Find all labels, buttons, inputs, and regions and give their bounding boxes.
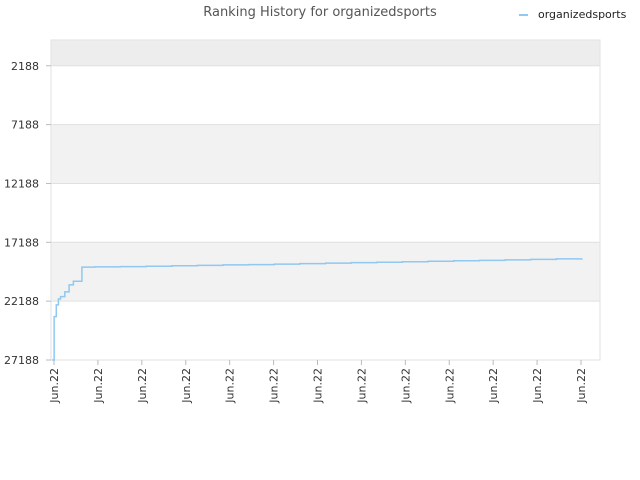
y-tick-label: 7188 bbox=[11, 119, 39, 132]
y-tick-label: 12188 bbox=[4, 177, 39, 190]
plot-band bbox=[51, 65, 600, 125]
plot-band bbox=[51, 242, 600, 302]
x-tick-label: Jun.22 bbox=[355, 368, 368, 404]
x-tick-label: Jun.22 bbox=[487, 368, 500, 404]
legend: organizedsports bbox=[519, 8, 626, 21]
y-tick-label: 27188 bbox=[4, 354, 39, 367]
y-axis-ticks: 2188 7188 12188 17188 22188 27188 bbox=[4, 60, 51, 367]
x-tick-label: Jun.22 bbox=[443, 368, 456, 404]
x-tick-label: Jun.22 bbox=[48, 368, 61, 404]
x-tick-label: Jun.22 bbox=[268, 368, 281, 404]
x-tick-label: Jun.22 bbox=[312, 368, 325, 404]
series-group bbox=[52, 258, 583, 361]
legend-swatch bbox=[519, 13, 528, 16]
y-tick-label: 17188 bbox=[4, 236, 39, 249]
plot-frame bbox=[50, 39, 601, 361]
x-tick-label: Jun.22 bbox=[399, 368, 412, 404]
series-line bbox=[52, 258, 583, 361]
x-tick-label: Jun.22 bbox=[224, 368, 237, 404]
x-tick-label: Jun.22 bbox=[180, 368, 193, 404]
x-axis-ticks: Jun.22 Jun.22 Jun.22 Jun.22 Jun.22 Jun.22 Jun.… bbox=[48, 360, 588, 404]
plot-bands bbox=[51, 40, 600, 360]
x-tick-label: Jun.22 bbox=[531, 368, 544, 404]
chart-title: Ranking History for organizedsports bbox=[203, 5, 437, 20]
plot-band bbox=[51, 124, 600, 184]
y-tick-label: 2188 bbox=[11, 60, 39, 73]
plot-band bbox=[51, 301, 600, 360]
x-tick-label: Jun.22 bbox=[575, 368, 588, 404]
legend-label: organizedsports bbox=[538, 8, 627, 21]
plot-band bbox=[51, 40, 600, 66]
x-tick-label: Jun.22 bbox=[136, 368, 149, 404]
y-tick-label: 22188 bbox=[4, 295, 39, 308]
plot-band bbox=[51, 183, 600, 243]
x-tick-label: Jun.22 bbox=[92, 368, 105, 404]
